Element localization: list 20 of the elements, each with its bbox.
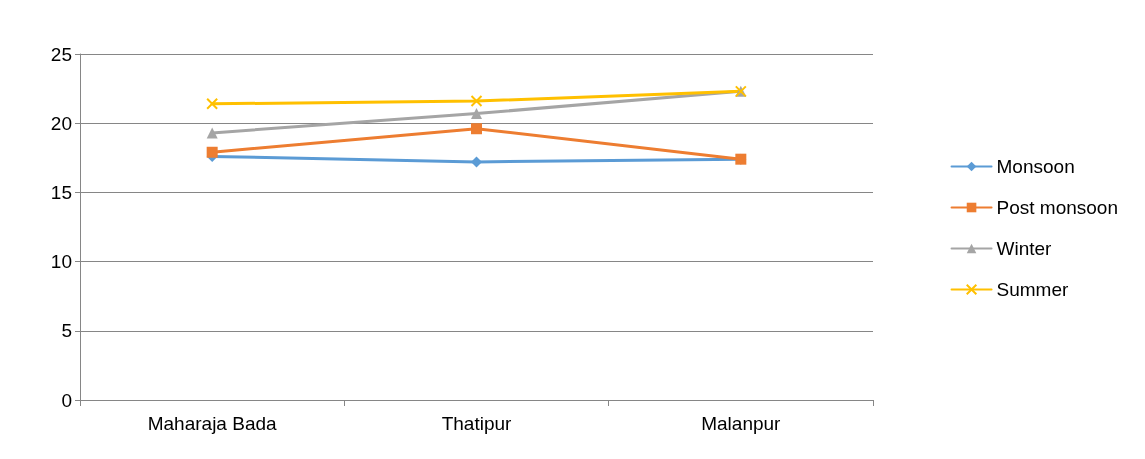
point bbox=[471, 108, 482, 120]
point bbox=[206, 146, 218, 158]
y-tick-label: 25 bbox=[50, 43, 72, 65]
x-tick-label: Maharaja Bada bbox=[147, 413, 278, 434]
point bbox=[206, 127, 218, 139]
point bbox=[471, 156, 482, 168]
y-tick-label: 10 bbox=[50, 251, 72, 273]
y-tick-label: 5 bbox=[61, 320, 72, 342]
x-tick-label: Thatipur bbox=[441, 413, 513, 434]
y-tick-label: 15 bbox=[50, 181, 72, 203]
point bbox=[470, 95, 483, 108]
point bbox=[206, 97, 219, 110]
x-tick-label: Malanpur bbox=[701, 413, 782, 434]
legend-label: Monsoon bbox=[996, 156, 1075, 177]
y-tick-label: 0 bbox=[61, 389, 72, 411]
y-tick-label: 20 bbox=[50, 112, 72, 134]
legend-label: Winter bbox=[996, 238, 1053, 259]
legend-label: Post monsoon bbox=[996, 197, 1119, 218]
point bbox=[471, 123, 482, 135]
legend-label: Summer bbox=[996, 279, 1069, 300]
